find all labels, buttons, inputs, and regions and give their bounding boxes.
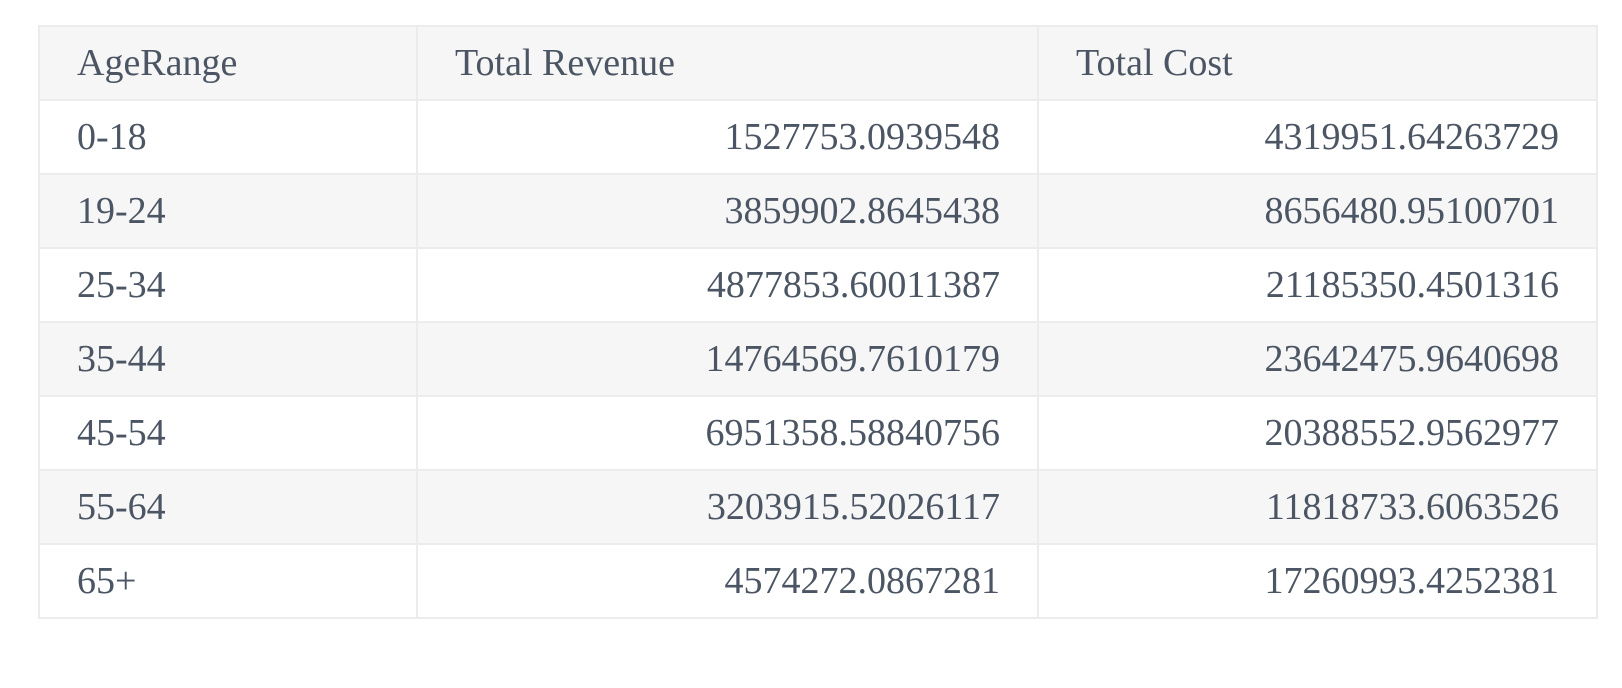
total-cost-cell: 8656480.95100701 xyxy=(1037,173,1598,249)
age-range-cell: 25-34 xyxy=(38,247,418,323)
table-row: 65+ 4574272.0867281 17260993.4252381 xyxy=(38,543,1598,619)
total-revenue-cell: 4574272.0867281 xyxy=(416,543,1039,619)
total-cost-cell: 21185350.4501316 xyxy=(1037,247,1598,323)
age-range-cell: 19-24 xyxy=(38,173,418,249)
table-row: 35-44 14764569.7610179 23642475.9640698 xyxy=(38,321,1598,397)
total-revenue-cell: 14764569.7610179 xyxy=(416,321,1039,397)
data-table-container: AgeRange Total Revenue Total Cost 0-18 1… xyxy=(38,25,1598,619)
total-cost-cell: 17260993.4252381 xyxy=(1037,543,1598,619)
age-range-cell: 45-54 xyxy=(38,395,418,471)
column-header-total-cost[interactable]: Total Cost xyxy=(1037,25,1598,101)
table-row: 55-64 3203915.52026117 11818733.6063526 xyxy=(38,469,1598,545)
total-cost-cell: 20388552.9562977 xyxy=(1037,395,1598,471)
data-table: AgeRange Total Revenue Total Cost 0-18 1… xyxy=(38,25,1598,619)
table-header-row: AgeRange Total Revenue Total Cost xyxy=(38,25,1598,101)
total-cost-cell: 4319951.64263729 xyxy=(1037,99,1598,175)
age-range-cell: 65+ xyxy=(38,543,418,619)
age-range-cell: 35-44 xyxy=(38,321,418,397)
age-range-cell: 0-18 xyxy=(38,99,418,175)
table-row: 19-24 3859902.8645438 8656480.95100701 xyxy=(38,173,1598,249)
column-header-age-range[interactable]: AgeRange xyxy=(38,25,418,101)
total-revenue-cell: 3203915.52026117 xyxy=(416,469,1039,545)
table-row: 45-54 6951358.58840756 20388552.9562977 xyxy=(38,395,1598,471)
total-revenue-cell: 3859902.8645438 xyxy=(416,173,1039,249)
total-revenue-cell: 6951358.58840756 xyxy=(416,395,1039,471)
table-row: 0-18 1527753.0939548 4319951.64263729 xyxy=(38,99,1598,175)
column-header-total-revenue[interactable]: Total Revenue xyxy=(416,25,1039,101)
age-range-cell: 55-64 xyxy=(38,469,418,545)
table-row: 25-34 4877853.60011387 21185350.4501316 xyxy=(38,247,1598,323)
total-revenue-cell: 4877853.60011387 xyxy=(416,247,1039,323)
total-cost-cell: 23642475.9640698 xyxy=(1037,321,1598,397)
total-cost-cell: 11818733.6063526 xyxy=(1037,469,1598,545)
total-revenue-cell: 1527753.0939548 xyxy=(416,99,1039,175)
